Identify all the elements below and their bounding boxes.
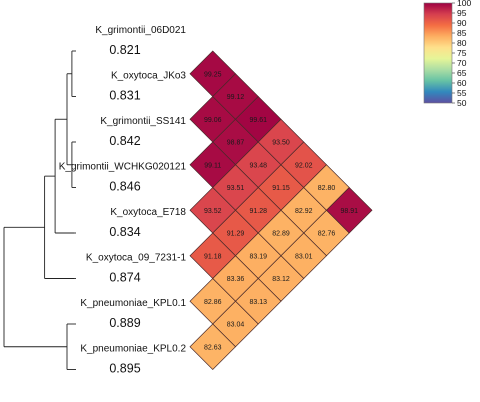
strain-name: K_grimontii_WCHKG020121 [59, 162, 187, 173]
cell-value-label: 91.28 [249, 208, 267, 215]
colorbar-gradient [423, 2, 453, 104]
cell-value-label: 99.12 [227, 94, 245, 101]
cell-value-label: 98.91 [340, 208, 358, 215]
cell-value-label: 82.63 [204, 344, 222, 351]
cell-value-label: 82.80 [318, 185, 336, 192]
cell-value-label: 91.15 [272, 185, 290, 192]
cell-value-label: 83.19 [249, 253, 267, 260]
cell-value-label: 82.89 [272, 231, 290, 238]
cell-value-label: 83.36 [227, 276, 245, 283]
strain-score: 0.846 [109, 180, 140, 194]
heatmap-cells: 99.25 99.06 99.12 98.87 99.11 93.48 99.61 93.51… [189, 50, 373, 370]
colorbar-tick-label: 70 [457, 58, 467, 68]
colorbar-tick-label: 95 [457, 8, 467, 18]
cell-value-label: 99.25 [204, 71, 222, 78]
cell-value-label: 93.50 [272, 140, 290, 147]
cell-value-label: 91.29 [227, 231, 245, 238]
cell-value-label: 92.02 [295, 162, 313, 169]
colorbar-tick-label: 75 [457, 48, 467, 58]
strain-name: K_oxytoca_E718 [110, 207, 186, 218]
cell-value-label: 83.01 [295, 253, 313, 260]
cell-value-label: 91.18 [204, 253, 222, 260]
strain-labels: K_grimontii_06D021 0.821 K_oxytoca_JKo3 0.8… [59, 25, 187, 376]
cell-value-label: 93.51 [227, 185, 245, 192]
cell-value-label: 99.61 [249, 117, 267, 124]
strain-score: 0.831 [109, 89, 140, 103]
cell-value-label: 82.92 [295, 208, 313, 215]
strain-score: 0.821 [109, 43, 140, 57]
colorbar-tick-label: 85 [457, 28, 467, 38]
colorbar-tick-label: 90 [457, 18, 467, 28]
colorbar-tick-label: 50 [457, 98, 467, 108]
colorbar-tick-label: 55 [457, 88, 467, 98]
colorbar-tick-label: 100 [457, 0, 471, 8]
strain-score: 0.842 [109, 134, 140, 148]
cell-value-label: 83.13 [249, 299, 267, 306]
strain-name: K_grimontii_06D021 [95, 25, 186, 36]
strain-name: K_oxytoca_09_7231-1 [86, 253, 187, 264]
strain-name: K_pneumoniae_KPL0.1 [80, 298, 186, 309]
strain-name: K_pneumoniae_KPL0.2 [80, 344, 186, 355]
colorbar-tick-label: 60 [457, 78, 467, 88]
strain-score: 0.889 [109, 316, 140, 330]
heatmap-cell [326, 187, 373, 234]
strain-name: K_grimontii_SS141 [100, 116, 186, 127]
cell-value-label: 83.04 [227, 322, 245, 329]
cell-value-label: 82.86 [204, 299, 222, 306]
strain-name: K_oxytoca_JKo3 [111, 71, 186, 82]
dendrogram [3, 50, 76, 370]
colorbar-tick-label: 65 [457, 68, 467, 78]
cell-value-label: 82.76 [318, 231, 336, 238]
strain-score: 0.874 [109, 271, 140, 285]
strain-score: 0.834 [109, 225, 140, 239]
cell-value-label: 93.48 [249, 162, 267, 169]
strain-score: 0.895 [109, 362, 140, 376]
cell-value-label: 99.06 [204, 117, 222, 124]
cell-value-label: 99.11 [204, 162, 221, 169]
cell-value-label: 98.87 [227, 140, 245, 147]
heatmap-cell [189, 323, 236, 370]
cell-value-label: 83.12 [272, 276, 290, 283]
cell-value-label: 93.52 [204, 208, 222, 215]
colorbar-tick-label: 80 [457, 38, 467, 48]
